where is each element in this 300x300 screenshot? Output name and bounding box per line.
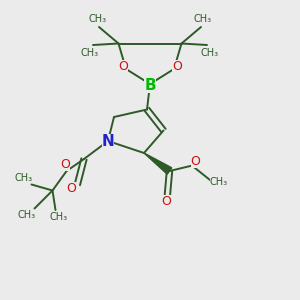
Text: CH₃: CH₃ <box>194 14 211 24</box>
Text: CH₃: CH₃ <box>50 212 68 223</box>
Text: CH₃: CH₃ <box>81 47 99 58</box>
Polygon shape <box>144 153 172 174</box>
Text: O: O <box>60 158 70 171</box>
Text: CH₃: CH₃ <box>201 47 219 58</box>
Text: CH₃: CH₃ <box>17 209 35 220</box>
Text: CH₃: CH₃ <box>14 173 32 183</box>
Text: O: O <box>67 182 76 195</box>
Text: N: N <box>102 134 114 148</box>
Text: O: O <box>191 154 200 168</box>
Text: CH₃: CH₃ <box>88 14 106 24</box>
Text: CH₃: CH₃ <box>210 177 228 188</box>
Text: O: O <box>161 195 171 208</box>
Text: O: O <box>172 60 182 73</box>
Text: B: B <box>144 78 156 93</box>
Text: O: O <box>118 60 128 73</box>
